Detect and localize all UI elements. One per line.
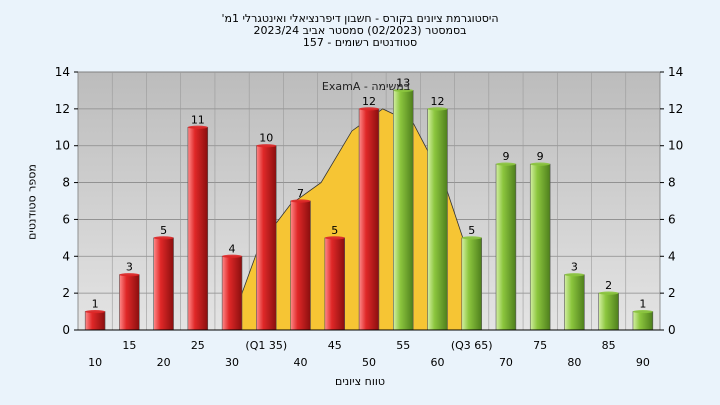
- bar-top-8: [359, 107, 379, 111]
- bar-value-label: 2: [605, 279, 612, 292]
- x-tick-label-upper: 75: [533, 339, 547, 352]
- x-tick-label-lower: 80: [567, 356, 581, 369]
- y-tick-label-left: 10: [55, 139, 70, 153]
- bar-top-2: [153, 236, 174, 240]
- bar-5: [256, 145, 277, 331]
- y-tick-label-left: 12: [55, 102, 70, 116]
- bar-value-label: 5: [468, 224, 475, 237]
- x-tick-label-upper: 15: [122, 339, 136, 352]
- y-tick-label-left: 2: [62, 286, 70, 300]
- bar-value-label: 12: [362, 95, 376, 108]
- bar-value-label: 3: [571, 261, 578, 274]
- bar-value-label: 5: [331, 224, 338, 237]
- bar-10: [427, 108, 448, 331]
- bar-7: [324, 237, 345, 331]
- x-tick-label-lower: 70: [499, 356, 513, 369]
- bar-value-label: 7: [297, 187, 304, 200]
- y-tick-label-left: 8: [62, 176, 70, 190]
- x-tick-label-lower: 20: [157, 356, 171, 369]
- bar-top-0: [85, 309, 106, 314]
- y-tick-label-right: 2: [668, 286, 676, 300]
- y-tick-label-right: 12: [668, 102, 683, 116]
- y-tick-label-left: 4: [62, 249, 70, 263]
- bar-value-label: 9: [537, 150, 544, 163]
- bar-top-14: [564, 273, 585, 277]
- x-tick-label-lower: 30: [225, 356, 239, 369]
- bar-value-label: 12: [430, 95, 444, 108]
- y-tick-label-right: 8: [668, 176, 676, 190]
- y-axis-title: מספר סטודנטים: [25, 164, 39, 240]
- x-axis-title: טווח ציונים: [335, 375, 385, 388]
- chart-title-line-2: בסמסטר (02/2023) סמסטר אביב 2023/24: [253, 24, 467, 37]
- bar-6: [290, 200, 311, 331]
- chart-title-line-1: 'היסטוגרמת ציונים בקורס - חשבון דיפרנציא…: [221, 12, 499, 25]
- bar-4: [221, 255, 243, 331]
- y-tick-label-left: 6: [62, 212, 70, 226]
- y-tick-label-right: 14: [668, 65, 683, 79]
- bar-value-label: 4: [229, 242, 236, 255]
- bar-top-15: [598, 291, 619, 295]
- bar-16: [632, 311, 654, 331]
- bar-value-label: 9: [502, 150, 509, 163]
- y-tick-label-right: 10: [668, 139, 683, 153]
- bar-top-10: [427, 107, 448, 111]
- y-tick-label-right: 4: [668, 249, 676, 263]
- bar-11: [461, 237, 482, 331]
- bar-1: [119, 274, 140, 331]
- bar-value-label: 13: [396, 76, 410, 89]
- bar-value-label: 1: [639, 298, 646, 311]
- bar-top-3: [187, 125, 208, 129]
- x-tick-label-upper: 85: [602, 339, 616, 352]
- y-tick-label-left: 0: [62, 323, 70, 337]
- x-tick-label-upper: (Q1 35): [245, 339, 287, 352]
- bar-value-label: 1: [92, 298, 99, 311]
- bar-3: [187, 126, 209, 331]
- x-tick-label-upper: (Q3 65): [451, 339, 493, 352]
- bar-2: [153, 237, 174, 331]
- x-tick-label-lower: 90: [636, 356, 650, 369]
- y-tick-label-right: 6: [668, 212, 676, 226]
- x-tick-label-lower: 50: [362, 356, 376, 369]
- bar-8: [358, 108, 380, 331]
- y-tick-label-left: 14: [55, 65, 70, 79]
- chart-title-line-3: סטודנטים רשומים - 157: [302, 36, 418, 49]
- bar-top-9: [393, 88, 414, 93]
- x-tick-label-upper: 25: [191, 339, 205, 352]
- x-tick-label-upper: 55: [396, 339, 410, 352]
- exam-annotation: ExamA - במשימה: [322, 80, 410, 93]
- bar-top-11: [461, 236, 482, 240]
- bar-value-label: 11: [191, 113, 205, 126]
- x-tick-label-lower: 40: [294, 356, 308, 369]
- bar-top-13: [530, 162, 551, 166]
- bar-top-6: [290, 199, 311, 203]
- x-tick-label-lower: 10: [88, 356, 102, 369]
- bar-top-12: [496, 162, 516, 166]
- distribution-area: [228, 108, 476, 330]
- bar-top-5: [256, 144, 277, 148]
- x-tick-label-lower: 60: [430, 356, 444, 369]
- bar-13: [529, 163, 551, 331]
- bar-9: [393, 90, 414, 331]
- bar-top-4: [222, 254, 242, 258]
- bar-top-16: [632, 309, 653, 314]
- bar-0: [84, 311, 106, 331]
- x-tick-label-upper: 45: [328, 339, 342, 352]
- bar-15: [598, 292, 619, 331]
- bar-value-label: 3: [126, 261, 133, 274]
- bar-value-label: 5: [160, 224, 167, 237]
- y-tick-label-right: 0: [668, 323, 676, 337]
- bar-top-1: [119, 273, 140, 277]
- bar-12: [495, 163, 517, 331]
- bar-value-label: 10: [259, 132, 273, 145]
- bar-top-7: [324, 236, 345, 240]
- bar-14: [564, 274, 585, 331]
